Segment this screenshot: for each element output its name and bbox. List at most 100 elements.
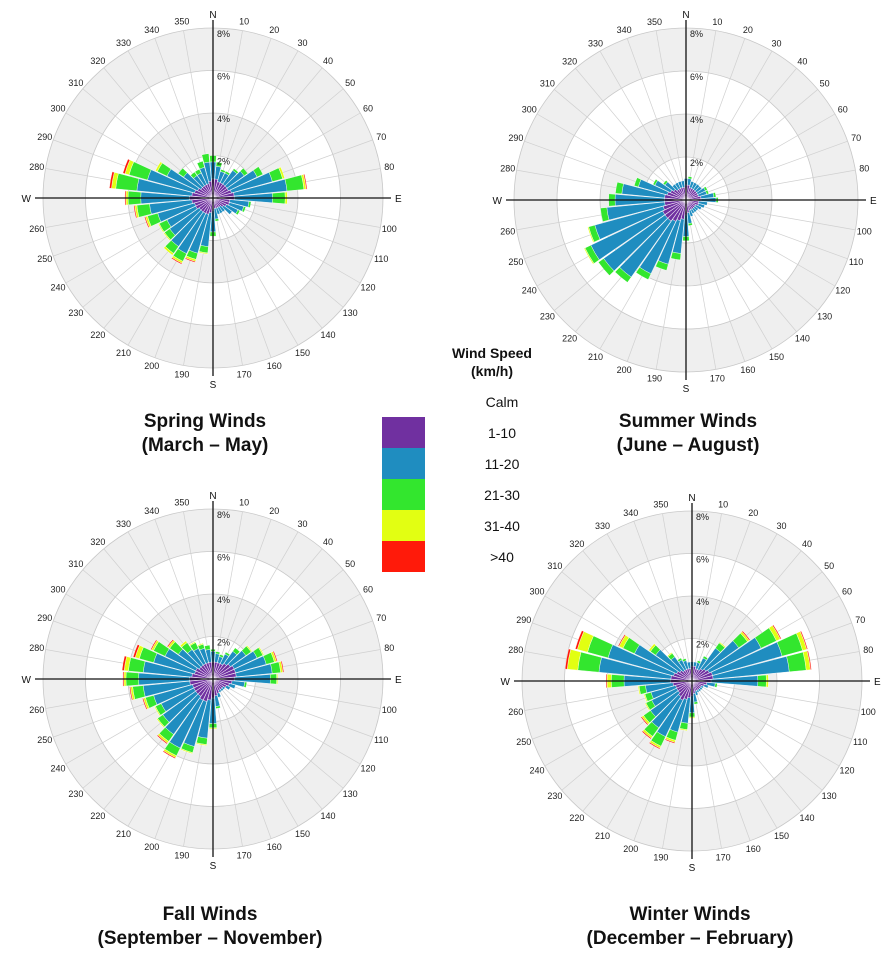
- angle-label: 350: [653, 500, 668, 510]
- wind-bar-350-21-30: [201, 153, 210, 164]
- rose-spoke: [633, 521, 693, 682]
- rose-spoke: [212, 678, 299, 827]
- wind-bar-30-11-20: [691, 182, 698, 190]
- angle-label: 340: [144, 506, 159, 516]
- angle-label: 70: [851, 133, 861, 143]
- wind-bar-340-11-20: [677, 181, 683, 189]
- wind-bar-130-11-20: [221, 205, 233, 215]
- wind-bar-220->40: [641, 730, 652, 740]
- wind-bar-290->40: [132, 644, 140, 658]
- rose-spoke: [212, 678, 272, 839]
- angle-label: 50: [824, 561, 834, 571]
- angle-label: 190: [174, 850, 189, 860]
- wind-bar-240-31-40: [158, 223, 165, 233]
- angle-label: 140: [321, 811, 336, 821]
- angle-label: 300: [522, 105, 537, 115]
- angle-label: 350: [174, 498, 189, 508]
- angle-label: 260: [29, 705, 44, 715]
- angle-label: 50: [345, 78, 355, 88]
- wind-bar-200-21-30: [655, 260, 669, 271]
- rose-spoke: [685, 199, 773, 350]
- rose-spoke: [685, 113, 836, 201]
- ring-percent-label: 6%: [217, 553, 230, 563]
- angle-label: 80: [384, 162, 394, 172]
- wind-bar-60-31-40: [258, 646, 265, 656]
- angle-label: 290: [508, 133, 523, 143]
- wind-bar-290->40: [574, 630, 585, 650]
- spring-subtitle: (March – May): [141, 435, 269, 456]
- fall-wind-rose: 2% 4% 6% 8% 10 20 30 40 50 60 70 80 100 110 120 130 140 1…: [22, 490, 405, 872]
- compass-south: S: [689, 863, 696, 874]
- angle-label: 260: [500, 226, 515, 236]
- wind-bar-350-21-30: [204, 644, 211, 651]
- angle-label: 260: [29, 224, 44, 234]
- wind-bar-160-11-20: [688, 209, 694, 217]
- ring-percent-label: 4%: [217, 595, 230, 605]
- winter-wind-rose: 2% 4% 6% 8% 10 20 30 40 50 60 70 80 100 110 120 130 140 1…: [501, 492, 884, 874]
- angle-label: 10: [239, 498, 249, 508]
- angle-label: 110: [853, 737, 867, 747]
- angle-label: 200: [617, 365, 632, 375]
- compass-west: W: [501, 677, 511, 688]
- angle-label: 170: [716, 852, 731, 862]
- fall-title: Fall Winds: [162, 904, 258, 925]
- angle-label: 100: [857, 226, 872, 236]
- summer-title: Summer Winds: [618, 411, 758, 432]
- wind-bar-260-21-30: [600, 207, 610, 222]
- wind-bar-10-11-20: [693, 661, 698, 667]
- legend-label: Calm: [485, 394, 519, 410]
- wind-bar-70->40: [272, 650, 278, 662]
- angle-label: 170: [710, 373, 725, 383]
- angle-label: 250: [516, 737, 531, 747]
- angle-label: 330: [595, 521, 610, 531]
- summer-wind-rose-chart: 2% 4% 6% 8% 10 20 30 40 50 60 70 80 100 110 120 130 140 1…: [493, 10, 877, 395]
- ring-percent-label: 8%: [690, 29, 703, 39]
- wind-bar-50-11-20: [694, 186, 703, 193]
- wind-bar-60-21-30: [252, 166, 264, 178]
- angle-label: 120: [840, 766, 855, 776]
- wind-bar-80->40: [280, 660, 285, 673]
- rose-spoke: [212, 678, 344, 789]
- wind-bar-260->40: [129, 686, 134, 701]
- rose-spoke: [691, 680, 802, 812]
- angle-label: 160: [740, 365, 755, 375]
- angle-label: 340: [617, 25, 632, 35]
- rose-spoke: [691, 513, 722, 682]
- wind-bar-310-21-30: [662, 180, 668, 186]
- wind-bar-250-31-40: [587, 226, 595, 243]
- angle-label: 40: [802, 539, 812, 549]
- wind-bar-110-11-20: [703, 684, 709, 689]
- angle-label: 80: [384, 643, 394, 653]
- wind-bar-60-21-30: [703, 186, 708, 192]
- wind-bar-20-21-30: [220, 169, 226, 174]
- wind-bar-110-11-20: [228, 683, 236, 689]
- angle-label: 20: [748, 508, 758, 518]
- wind-bar-330-11-20: [674, 182, 681, 190]
- angle-label: 170: [237, 850, 252, 860]
- angle-label: 30: [297, 38, 307, 48]
- wind-bar-40-31-40: [718, 641, 726, 648]
- angle-label: 60: [838, 105, 848, 115]
- angle-label: 140: [800, 813, 815, 823]
- wind-bar-210->40: [171, 257, 183, 265]
- ring-percent-label: 8%: [696, 512, 709, 522]
- rose-spoke: [212, 197, 243, 366]
- wind-bar-300->40: [150, 639, 158, 651]
- wind-bar-120-11-20: [224, 685, 231, 691]
- fall-wind-rose-chart: 2% 4% 6% 8% 10 20 30 40 50 60 70 80 100 110 120 130 140 1…: [22, 491, 402, 872]
- wind-bar-210->40: [648, 741, 661, 750]
- wind-bar-20-21-30: [696, 660, 702, 664]
- compass-north: N: [682, 10, 689, 21]
- legend-label: 1-10: [487, 425, 517, 441]
- wind-bar-300-31-40: [155, 161, 163, 172]
- angle-label: 40: [797, 56, 807, 66]
- compass-east: E: [870, 196, 877, 207]
- angle-label: 110: [374, 735, 388, 745]
- wind-bar-280->40: [109, 171, 115, 189]
- angle-label: 330: [116, 519, 131, 529]
- ring-percent-label: 2%: [690, 158, 703, 168]
- wind-bar-210-21-30: [635, 266, 652, 280]
- summer-caption: Summer Winds (June – August): [508, 410, 868, 458]
- angle-label: 310: [68, 559, 83, 569]
- wind-bar-230-31-40: [156, 718, 165, 728]
